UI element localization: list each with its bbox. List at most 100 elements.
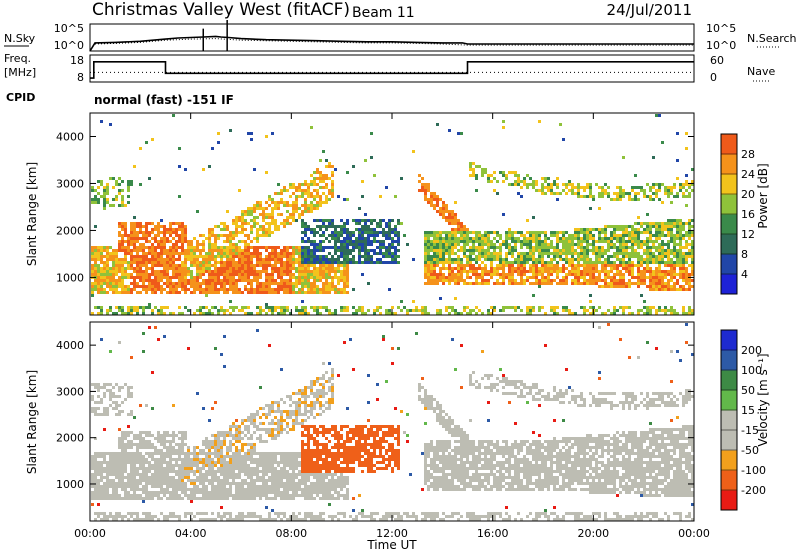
power-cell (601, 264, 604, 267)
power-cell (568, 234, 571, 237)
velocity-cell (172, 404, 175, 407)
power-cell (349, 261, 352, 264)
velocity-cell (139, 437, 142, 440)
velocity-cell (163, 458, 166, 461)
power-cell (529, 309, 532, 312)
power-cell (436, 276, 439, 279)
power-cell (580, 246, 583, 249)
power-cell (208, 270, 211, 273)
power-cell (214, 237, 217, 240)
power-cell (580, 231, 583, 234)
velocity-cell (109, 464, 112, 467)
power-cell (190, 246, 193, 249)
velocity-cell (142, 437, 145, 440)
power-cell (559, 258, 562, 261)
power-cell (469, 276, 472, 279)
velocity-cell (157, 437, 160, 440)
power-cell (202, 273, 205, 276)
power-cell (268, 252, 271, 255)
power-cell (244, 243, 247, 246)
power-cell (412, 258, 415, 261)
power-cell (196, 249, 199, 252)
power-cell (223, 222, 226, 225)
power-cell (679, 240, 682, 243)
power-cell (94, 195, 97, 198)
power-cell (463, 240, 466, 243)
velocity-cell (124, 488, 127, 491)
power-cell (109, 123, 112, 126)
power-cell (541, 267, 544, 270)
power-cell (670, 186, 673, 189)
power-cell (184, 228, 187, 231)
power-cell (676, 222, 679, 225)
power-cell (646, 264, 649, 267)
power-cell (607, 273, 610, 276)
power-cell (97, 246, 100, 249)
velocity-cell (148, 464, 151, 467)
power-cell (517, 252, 520, 255)
velocity-cell (118, 461, 121, 464)
power-cell (547, 243, 550, 246)
power-cell (289, 186, 292, 189)
velocity-cell (121, 440, 124, 443)
power-cell (676, 279, 679, 282)
power-cell (163, 249, 166, 252)
power-cell (112, 261, 115, 264)
power-cell (457, 243, 460, 246)
power-cell (298, 270, 301, 273)
power-cell (346, 255, 349, 258)
power-cell (247, 222, 250, 225)
power-cell (292, 210, 295, 213)
power-cell (667, 273, 670, 276)
power-cell (571, 237, 574, 240)
power-cell (673, 222, 676, 225)
power-cell (205, 294, 208, 297)
power-cell (205, 255, 208, 258)
power-cell (256, 255, 259, 258)
power-cell (184, 306, 187, 309)
power-cell (508, 249, 511, 252)
power-cell (247, 249, 250, 252)
power-cell (496, 252, 499, 255)
velocity-cell (97, 491, 100, 494)
power-cell (244, 258, 247, 261)
power-cell (454, 213, 457, 216)
power-cell (157, 225, 160, 228)
power-cell (535, 279, 538, 282)
power-cell (634, 186, 637, 189)
power-cell (487, 177, 490, 180)
power-cell (679, 189, 682, 192)
power-cell (673, 261, 676, 264)
power-cell (151, 249, 154, 252)
power-cell (217, 276, 220, 279)
power-cell (169, 282, 172, 285)
power-cell (625, 282, 628, 285)
power-cell (301, 183, 304, 186)
power-cell (481, 282, 484, 285)
power-cell (451, 276, 454, 279)
power-cell (253, 222, 256, 225)
power-cell (154, 252, 157, 255)
power-cell (283, 270, 286, 273)
power-cell (622, 195, 625, 198)
power-cell (301, 300, 304, 303)
velocity-cell (136, 488, 139, 491)
power-cell (217, 225, 220, 228)
power-cell (430, 264, 433, 267)
power-cell (691, 273, 694, 276)
power-cell (577, 231, 580, 234)
power-cell (424, 252, 427, 255)
power-cell (616, 186, 619, 189)
power-cell (454, 243, 457, 246)
power-cell (454, 312, 457, 315)
power-cell (277, 192, 280, 195)
power-cell (493, 237, 496, 240)
power-cell (286, 270, 289, 273)
power-cell (340, 249, 343, 252)
power-cell (244, 213, 247, 216)
power-cell (625, 192, 628, 195)
power-cell (169, 231, 172, 234)
power-cell (571, 249, 574, 252)
power-cell (523, 237, 526, 240)
power-cell (691, 240, 694, 243)
